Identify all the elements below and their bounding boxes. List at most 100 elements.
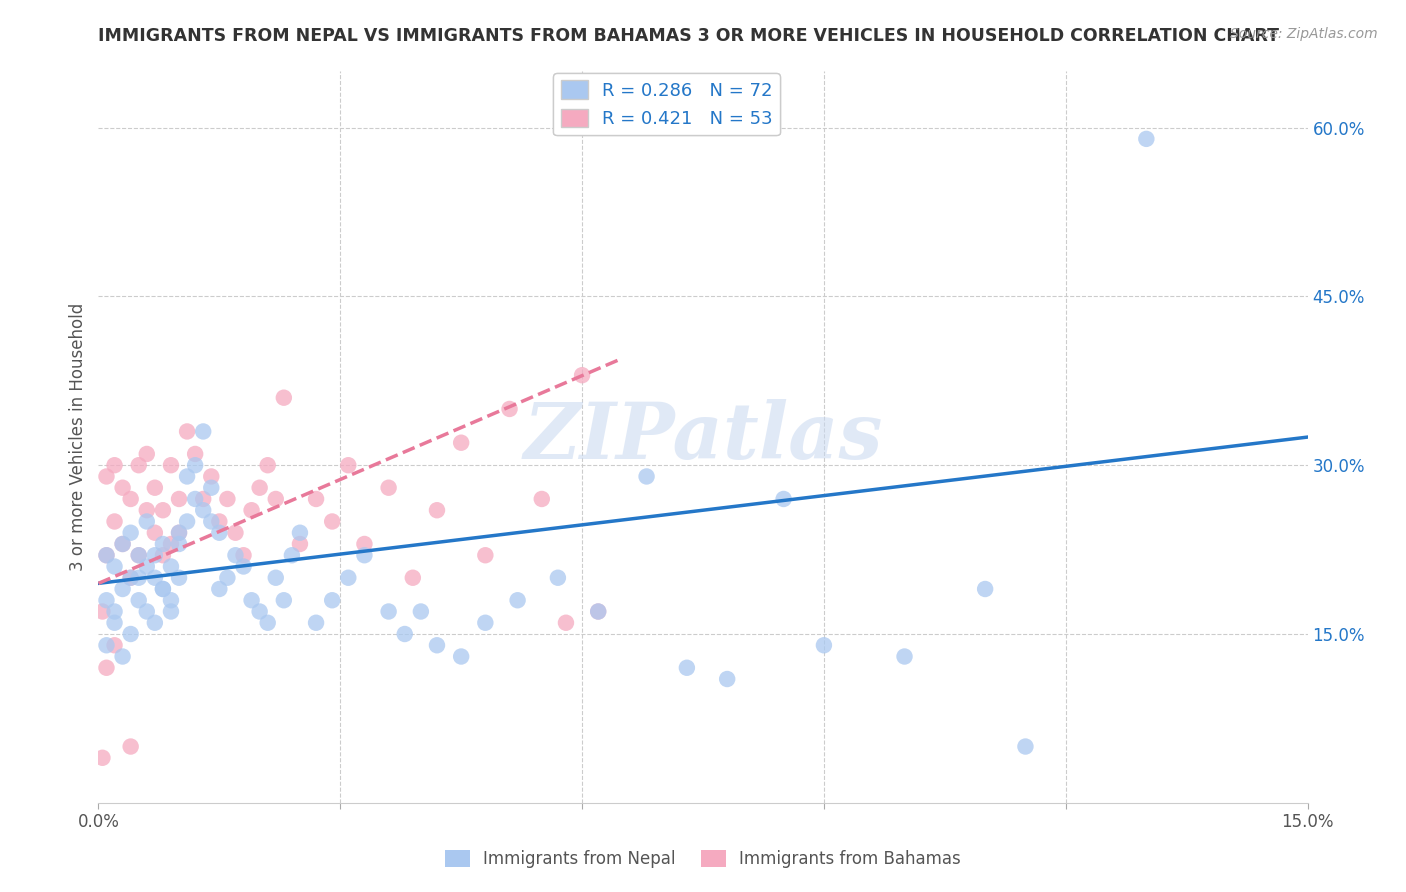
- Point: [240, 593, 263, 607]
- Point: [160, 537, 183, 551]
- Point: [103, 638, 125, 652]
- Point: [273, 391, 295, 405]
- Point: [249, 605, 271, 619]
- Point: [288, 537, 311, 551]
- Point: [167, 525, 190, 540]
- Point: [474, 548, 496, 562]
- Point: [249, 481, 271, 495]
- Point: [193, 503, 215, 517]
- Point: [273, 593, 295, 607]
- Point: [160, 605, 183, 619]
- Point: [394, 627, 416, 641]
- Point: [224, 548, 246, 562]
- Point: [120, 525, 142, 540]
- Point: [152, 582, 174, 596]
- Point: [91, 605, 114, 619]
- Point: [143, 481, 166, 495]
- Point: [305, 491, 328, 506]
- Point: [143, 525, 166, 540]
- Point: [193, 425, 215, 439]
- Point: [120, 571, 142, 585]
- Point: [1014, 739, 1036, 754]
- Point: [96, 661, 118, 675]
- Point: [200, 515, 222, 529]
- Point: [232, 559, 254, 574]
- Point: [498, 401, 520, 416]
- Point: [256, 458, 278, 473]
- Point: [676, 661, 699, 675]
- Point: [91, 751, 114, 765]
- Point: [264, 571, 287, 585]
- Point: [152, 548, 174, 562]
- Point: [103, 559, 125, 574]
- Point: [474, 615, 496, 630]
- Point: [409, 605, 432, 619]
- Point: [184, 491, 207, 506]
- Point: [111, 481, 134, 495]
- Point: [184, 447, 207, 461]
- Point: [152, 582, 174, 596]
- Point: [135, 447, 157, 461]
- Point: [716, 672, 738, 686]
- Point: [547, 571, 569, 585]
- Point: [96, 548, 118, 562]
- Point: [167, 491, 190, 506]
- Point: [152, 503, 174, 517]
- Point: [208, 525, 231, 540]
- Point: [224, 525, 246, 540]
- Legend: R = 0.286   N = 72, R = 0.421   N = 53: R = 0.286 N = 72, R = 0.421 N = 53: [554, 73, 780, 136]
- Point: [135, 559, 157, 574]
- Point: [184, 458, 207, 473]
- Point: [208, 582, 231, 596]
- Point: [128, 458, 150, 473]
- Point: [200, 469, 222, 483]
- Point: [103, 615, 125, 630]
- Point: [636, 469, 658, 483]
- Point: [103, 515, 125, 529]
- Point: [288, 525, 311, 540]
- Text: Source: ZipAtlas.com: Source: ZipAtlas.com: [1230, 27, 1378, 41]
- Point: [217, 491, 239, 506]
- Point: [128, 548, 150, 562]
- Point: [135, 605, 157, 619]
- Point: [167, 571, 190, 585]
- Point: [264, 491, 287, 506]
- Point: [160, 458, 183, 473]
- Point: [450, 649, 472, 664]
- Legend: Immigrants from Nepal, Immigrants from Bahamas: Immigrants from Nepal, Immigrants from B…: [439, 843, 967, 875]
- Point: [377, 605, 399, 619]
- Point: [167, 537, 190, 551]
- Point: [353, 537, 375, 551]
- Point: [135, 503, 157, 517]
- Point: [217, 571, 239, 585]
- Point: [530, 491, 553, 506]
- Point: [305, 615, 328, 630]
- Point: [337, 571, 360, 585]
- Point: [143, 571, 166, 585]
- Point: [96, 548, 118, 562]
- Point: [586, 605, 609, 619]
- Point: [1135, 132, 1157, 146]
- Point: [256, 615, 278, 630]
- Point: [128, 593, 150, 607]
- Point: [176, 515, 198, 529]
- Point: [96, 469, 118, 483]
- Point: [281, 548, 304, 562]
- Point: [974, 582, 997, 596]
- Point: [143, 615, 166, 630]
- Point: [176, 469, 198, 483]
- Point: [128, 571, 150, 585]
- Point: [120, 627, 142, 641]
- Point: [160, 559, 183, 574]
- Point: [426, 638, 449, 652]
- Point: [450, 435, 472, 450]
- Point: [143, 548, 166, 562]
- Point: [586, 605, 609, 619]
- Point: [353, 548, 375, 562]
- Point: [103, 458, 125, 473]
- Point: [111, 537, 134, 551]
- Point: [200, 481, 222, 495]
- Point: [377, 481, 399, 495]
- Text: IMMIGRANTS FROM NEPAL VS IMMIGRANTS FROM BAHAMAS 3 OR MORE VEHICLES IN HOUSEHOLD: IMMIGRANTS FROM NEPAL VS IMMIGRANTS FROM…: [98, 27, 1279, 45]
- Point: [96, 593, 118, 607]
